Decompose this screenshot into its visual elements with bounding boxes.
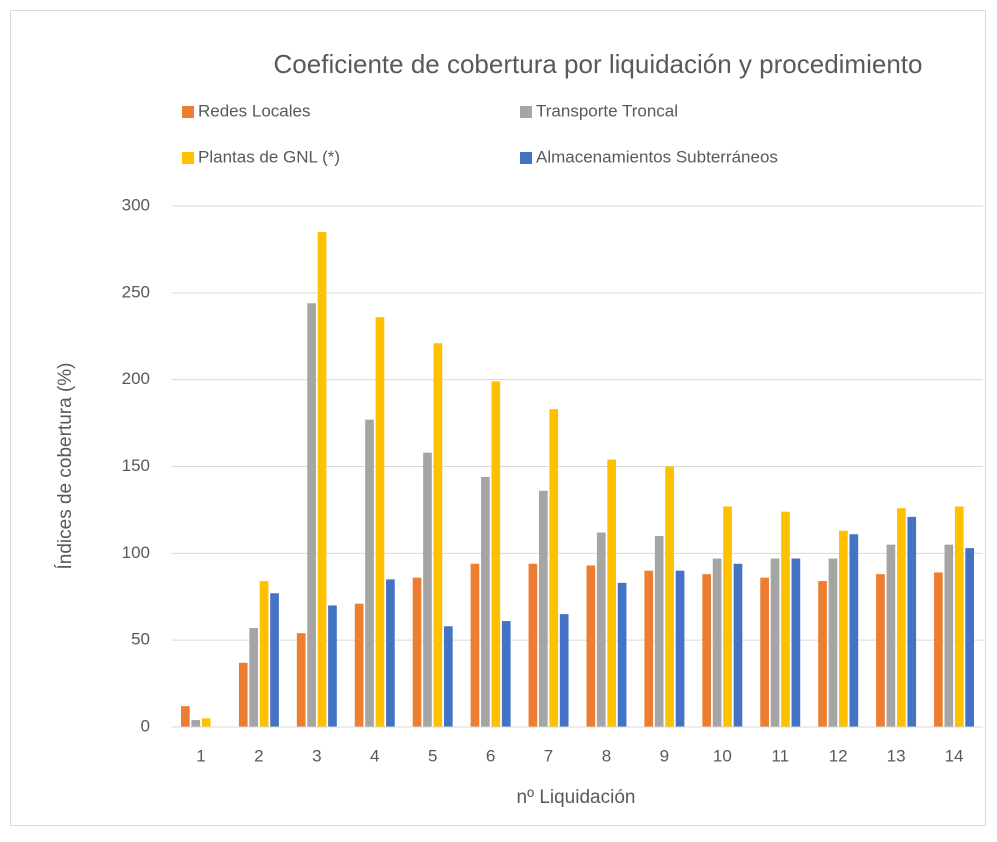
bar xyxy=(886,544,896,727)
bar xyxy=(733,563,743,727)
bar xyxy=(712,558,722,727)
bar xyxy=(723,506,732,727)
x-tick-label: 8 xyxy=(602,746,611,765)
bar xyxy=(617,582,627,727)
chart-title: Coeficiente de cobertura por liquidación… xyxy=(274,49,923,79)
bar xyxy=(201,718,211,727)
bar xyxy=(423,452,432,727)
y-tick-label: 200 xyxy=(122,369,150,388)
bar xyxy=(896,508,906,727)
bar xyxy=(965,548,975,727)
x-tick-label: 14 xyxy=(945,746,964,765)
bar xyxy=(818,581,827,727)
bar xyxy=(386,579,395,727)
x-tick-label: 12 xyxy=(829,746,848,765)
x-tick-label: 4 xyxy=(370,746,379,765)
x-tick-label: 1 xyxy=(196,746,205,765)
bar xyxy=(644,570,654,727)
bar xyxy=(191,720,201,727)
bar xyxy=(259,581,269,727)
y-tick-label: 150 xyxy=(122,456,150,475)
bar xyxy=(528,563,538,727)
bar xyxy=(443,626,453,727)
x-tick-label: 6 xyxy=(486,746,495,765)
legend-swatch xyxy=(182,152,194,164)
bar xyxy=(433,343,443,727)
bar xyxy=(559,614,569,727)
bar xyxy=(180,706,190,727)
bar xyxy=(238,662,248,727)
bar xyxy=(839,530,848,727)
legend-label: Transporte Troncal xyxy=(536,101,678,120)
bar xyxy=(270,593,279,727)
x-tick-label: 9 xyxy=(660,746,669,765)
legend-label: Almacenamientos Subterráneos xyxy=(536,147,778,166)
bar xyxy=(412,577,422,727)
bar xyxy=(296,633,306,727)
bar xyxy=(249,628,259,727)
bar xyxy=(760,577,769,727)
bar xyxy=(549,409,559,727)
bar xyxy=(876,574,885,727)
bar xyxy=(791,558,801,727)
bar xyxy=(665,466,674,727)
bar xyxy=(934,572,943,727)
bar xyxy=(586,565,596,727)
bar xyxy=(702,574,712,727)
x-tick-label: 13 xyxy=(887,746,906,765)
legend-label: Plantas de GNL (*) xyxy=(198,147,340,166)
legend-swatch xyxy=(182,106,194,118)
bar xyxy=(770,558,780,727)
y-tick-label: 100 xyxy=(122,543,150,562)
y-axis-label: Índices de cobertura (%) xyxy=(55,363,76,570)
bar xyxy=(907,516,917,727)
bar xyxy=(328,605,337,727)
legend-swatch xyxy=(520,152,532,164)
bar xyxy=(954,506,964,727)
bar xyxy=(828,558,838,727)
y-tick-label: 250 xyxy=(122,282,150,301)
x-tick-label: 2 xyxy=(254,746,263,765)
bar xyxy=(375,317,385,727)
bar xyxy=(538,490,548,727)
bar xyxy=(849,534,859,727)
bar xyxy=(491,381,501,727)
y-tick-label: 50 xyxy=(131,630,150,649)
bar xyxy=(675,570,685,727)
bar xyxy=(781,511,790,727)
bar xyxy=(607,459,617,727)
bar xyxy=(481,476,490,727)
y-tick-label: 0 xyxy=(141,716,150,735)
x-tick-label: 7 xyxy=(544,746,553,765)
x-tick-label: 3 xyxy=(312,746,321,765)
bar xyxy=(365,419,374,727)
y-tick-label: 300 xyxy=(122,195,150,214)
x-tick-label: 10 xyxy=(713,746,732,765)
bar xyxy=(354,603,364,727)
bar xyxy=(307,303,316,727)
bar xyxy=(317,232,327,728)
bar xyxy=(501,621,511,727)
x-axis-label: nº Liquidación xyxy=(517,787,636,808)
bar xyxy=(596,532,606,727)
legend-swatch xyxy=(520,106,532,118)
legend-label: Redes Locales xyxy=(198,101,310,120)
x-tick-label: 5 xyxy=(428,746,437,765)
bar xyxy=(944,544,954,727)
bar xyxy=(470,563,480,727)
bar xyxy=(654,535,664,727)
x-tick-label: 11 xyxy=(771,746,789,765)
